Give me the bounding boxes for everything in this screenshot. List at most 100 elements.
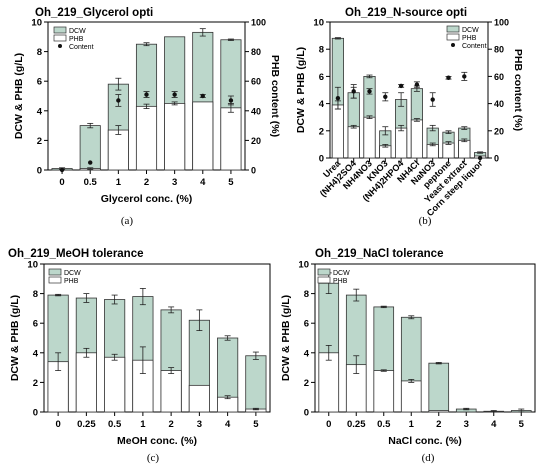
bar-phb — [75, 352, 97, 413]
y2-tick-label: 20 — [251, 136, 261, 146]
bar-phb — [363, 116, 376, 159]
x-tick-label: 5 — [253, 419, 259, 430]
legend-label-phb: PHB — [69, 36, 84, 43]
legend-label-phb: PHB — [333, 278, 348, 285]
content-point — [477, 155, 483, 161]
content-point — [462, 74, 467, 79]
legend-swatch-content — [58, 44, 62, 48]
content-point — [398, 83, 404, 89]
x-axis-label: NaCl conc. (%) — [388, 435, 462, 447]
y-axis-label: DCW & PHB (g/L) — [295, 47, 307, 133]
y-axis-label: DCW & PHB (g/L) — [280, 295, 292, 381]
x-tick-label: 4 — [491, 419, 497, 430]
x-tick-label: 4 — [200, 177, 206, 188]
chart-title-d: Oh_219_NaCl tolerance — [315, 248, 443, 260]
bar-phb — [379, 145, 392, 159]
y2-tick-label: 0 — [251, 166, 256, 176]
y2-tick-label: 40 — [251, 106, 261, 116]
plot-d: 0 2 4 6 8 10 0 0.25 0.5 1 2 3 4 5 NaCl conc. (%) DCW & … — [280, 260, 536, 447]
y2-tick-label: 100 — [494, 18, 509, 28]
plot-c: 0 2 4 6 8 10 0 0.25 0.5 1 2 3 4 5 MeOH conc. (%) DCW & … — [9, 260, 271, 447]
legend-swatch-phb — [48, 276, 62, 284]
y-tick-label: 8 — [319, 45, 324, 56]
chart-panel-b: Oh_219_N-source opti (b) 024681002040608… — [295, 7, 524, 227]
content-point — [446, 75, 451, 80]
y-axis-label: DCW & PHB (g/L) — [9, 295, 21, 381]
bar-phb — [107, 129, 129, 171]
y-tick-label: 6 — [304, 319, 309, 330]
chart-panel-a: Oh_219_Glycerol opti (a) 024681002040608… — [13, 7, 281, 227]
bar-phb — [192, 101, 214, 171]
x-axis-label: MeOH conc. (%) — [117, 435, 197, 447]
bar-phb — [426, 143, 439, 159]
y2-tick-label: 100 — [251, 18, 266, 28]
y2-axis-label: PHB content (%) — [512, 49, 524, 131]
content-point — [383, 94, 388, 100]
y-tick-label: 2 — [319, 126, 324, 137]
content-point — [367, 89, 372, 94]
x-tick-label: 5 — [228, 177, 234, 188]
x-tick-label: 3 — [464, 419, 469, 430]
content-point — [335, 95, 341, 101]
content-point — [430, 97, 435, 102]
legend-label-dcw: DCW — [333, 270, 350, 277]
y2-tick-label: 80 — [494, 45, 504, 55]
y-tick-label: 8 — [33, 289, 38, 300]
bar-phb — [400, 380, 422, 413]
bar-phb — [160, 370, 182, 413]
x-tick-label: 2 — [168, 419, 173, 430]
y-tick-label: 6 — [319, 72, 324, 83]
x-axis-label: Glycerol conc. (%) — [101, 193, 193, 205]
legend-swatch-dcw — [317, 268, 331, 276]
plot-frame — [329, 21, 489, 159]
legend-swatch-content — [451, 43, 455, 47]
y-tick-label: 4 — [33, 348, 39, 359]
y2-tick-label: 60 — [494, 72, 504, 82]
legend-swatch-phb — [446, 33, 460, 41]
x-tick-label: 0 — [55, 419, 60, 430]
y-tick-label: 10 — [31, 18, 42, 29]
bar-phb — [395, 127, 408, 159]
x-tick-label: 2 — [144, 177, 149, 188]
chart-title-a: Oh_219_Glycerol opti — [35, 7, 153, 19]
y2-tick-label: 40 — [494, 99, 504, 109]
y-tick-label: 0 — [304, 408, 309, 419]
bar-phb — [104, 356, 126, 413]
x-tick-label: 2 — [436, 419, 441, 430]
y2-tick-label: 60 — [251, 77, 261, 87]
legend-swatch-dcw — [53, 26, 67, 34]
plot-frame — [314, 263, 536, 413]
x-tick-label: 0.5 — [84, 177, 98, 188]
x-tick-label: 0 — [59, 177, 64, 188]
y-tick-label: 2 — [37, 136, 42, 147]
content-point — [116, 98, 121, 103]
caption-c: (c) — [147, 452, 160, 464]
x-tick-label: 5 — [519, 419, 525, 430]
y-tick-label: 4 — [319, 99, 325, 110]
content-point — [172, 92, 177, 97]
chart-title-b: Oh_219_N-source opti — [345, 7, 467, 19]
x-tick-label: 3 — [197, 419, 202, 430]
x-tick-label: 1 — [409, 419, 415, 430]
content-point — [200, 93, 205, 99]
x-tick-label: 0.25 — [77, 419, 96, 430]
bar-phb — [373, 370, 395, 413]
bar-phb — [331, 104, 344, 159]
content-point — [414, 82, 420, 87]
content-point — [88, 160, 93, 165]
y-tick-label: 6 — [33, 319, 38, 330]
bar-phb — [410, 119, 423, 159]
x-tick-label: 3 — [172, 177, 177, 188]
caption-a: (a) — [121, 215, 134, 227]
legend-swatch-dcw — [48, 268, 62, 276]
caption-d: (d) — [422, 452, 435, 464]
y-tick-label: 0 — [319, 154, 324, 165]
bar-dcw — [245, 355, 267, 413]
y2-tick-label: 20 — [494, 126, 504, 136]
plot-b: 0246810020406080100Urea(NH4)2SO4NH4NO3KN… — [295, 18, 524, 219]
y2-tick-label: 80 — [251, 47, 261, 57]
